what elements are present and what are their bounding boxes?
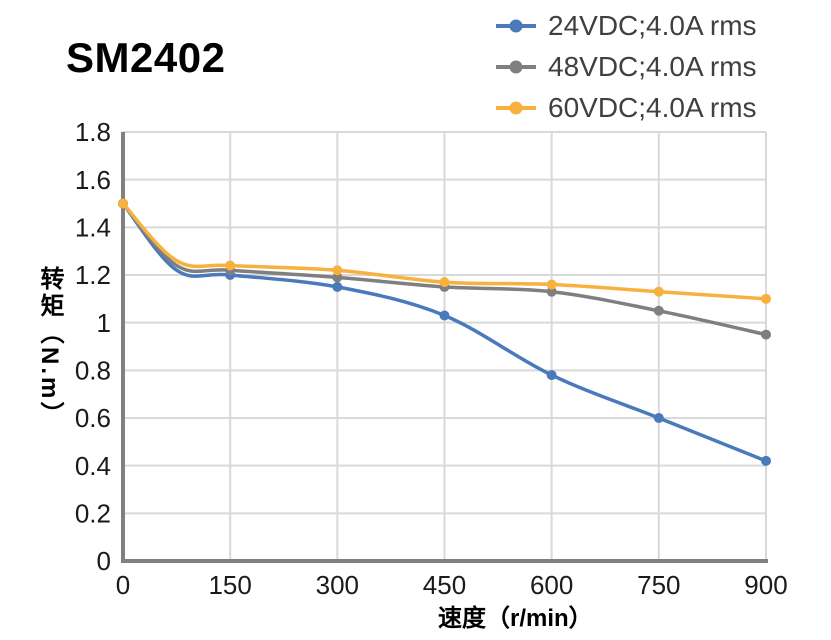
y-tick-label: 1.6 <box>75 165 111 195</box>
y-tick-label: 1.2 <box>75 260 111 290</box>
legend-label: 24VDC;4.0A rms <box>548 9 757 41</box>
x-tick-label: 900 <box>744 570 787 600</box>
legend-item-2: 60VDC;4.0A rms <box>496 87 757 128</box>
data-point-marker <box>118 198 128 209</box>
data-point-marker <box>439 277 450 288</box>
data-point-marker <box>653 305 664 316</box>
series-line-0 <box>121 201 768 463</box>
y-tick-label: 0.2 <box>75 498 111 528</box>
y-tick-label: 1 <box>97 308 111 338</box>
series-line-1 <box>121 201 768 337</box>
chart-title: SM2402 <box>66 34 226 81</box>
data-point-marker <box>332 272 343 283</box>
legend-item-0: 24VDC;4.0A rms <box>496 5 757 46</box>
data-point-marker <box>332 281 343 292</box>
legend: 24VDC;4.0A rms 48VDC;4.0A rms 60VDC;4.0A r… <box>496 5 757 128</box>
legend-label: 48VDC;4.0A rms <box>548 50 757 82</box>
data-point-marker <box>225 260 236 271</box>
legend-marker-icon <box>496 101 536 114</box>
y-tick-label: 0 <box>97 546 111 576</box>
data-point-marker <box>546 286 557 297</box>
y-tick-label: 0.4 <box>75 451 111 481</box>
data-point-marker <box>761 329 771 340</box>
data-point-marker <box>761 293 771 304</box>
x-axis-title: 速度（r/min） <box>438 605 593 632</box>
y-tick-label: 1.4 <box>75 212 111 242</box>
x-tick-label: 450 <box>423 570 466 600</box>
data-point-marker <box>546 370 557 381</box>
x-tick-label: 600 <box>530 570 573 600</box>
data-point-marker <box>653 286 664 297</box>
x-tick-label: 300 <box>316 570 359 600</box>
legend-item-1: 48VDC;4.0A rms <box>496 46 757 87</box>
data-point-marker <box>761 455 771 466</box>
x-tick-label: 0 <box>116 570 130 600</box>
x-tick-label: 750 <box>637 570 680 600</box>
legend-marker-icon <box>496 19 536 32</box>
y-tick-label: 0.6 <box>75 403 111 433</box>
data-point-marker <box>546 279 557 290</box>
data-point-marker <box>439 310 450 321</box>
data-point-marker <box>332 265 343 276</box>
y-axis-title: 转矩（N.m） <box>36 266 63 429</box>
legend-label: 60VDC;4.0A rms <box>548 91 757 123</box>
x-tick-label: 150 <box>208 570 251 600</box>
y-tick-label: 1.8 <box>75 117 111 147</box>
legend-marker-icon <box>496 60 536 73</box>
data-point-marker <box>653 413 664 423</box>
y-tick-label: 0.8 <box>75 355 111 385</box>
